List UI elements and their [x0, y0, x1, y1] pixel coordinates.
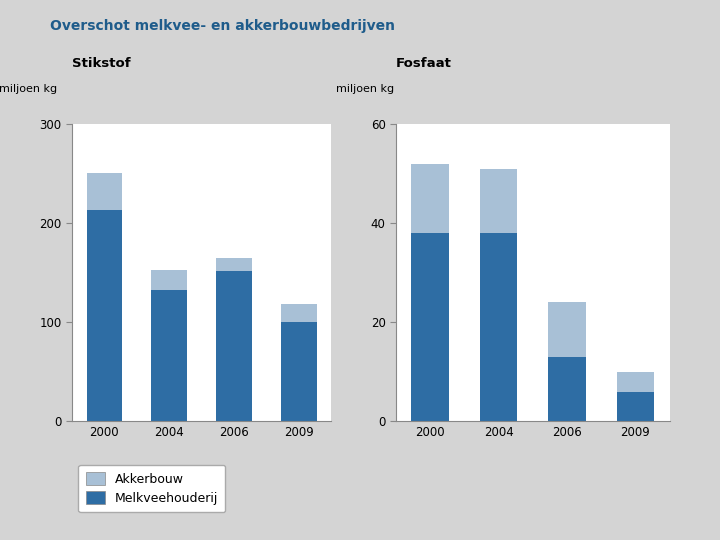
Bar	[480, 233, 518, 421]
Bar	[151, 289, 187, 421]
Bar	[411, 233, 449, 421]
Bar	[281, 322, 317, 421]
Bar	[548, 302, 586, 357]
Bar	[86, 173, 122, 210]
Bar	[480, 168, 518, 233]
Bar	[616, 392, 654, 421]
Text: miljoen kg: miljoen kg	[0, 84, 58, 94]
Text: miljoen kg: miljoen kg	[336, 84, 394, 94]
Text: Fosfaat: Fosfaat	[396, 57, 452, 70]
Bar	[281, 305, 317, 322]
Bar	[86, 210, 122, 421]
Bar	[216, 258, 252, 271]
Text: Overschot melkvee- en akkerbouwbedrijven: Overschot melkvee- en akkerbouwbedrijven	[50, 19, 395, 33]
Bar	[216, 271, 252, 421]
Bar	[616, 372, 654, 392]
Bar	[151, 269, 187, 289]
Text: Stikstof: Stikstof	[72, 57, 130, 70]
Legend: Akkerbouw, Melkveehouderij: Akkerbouw, Melkveehouderij	[78, 465, 225, 512]
Bar	[548, 357, 586, 421]
Bar	[411, 164, 449, 233]
